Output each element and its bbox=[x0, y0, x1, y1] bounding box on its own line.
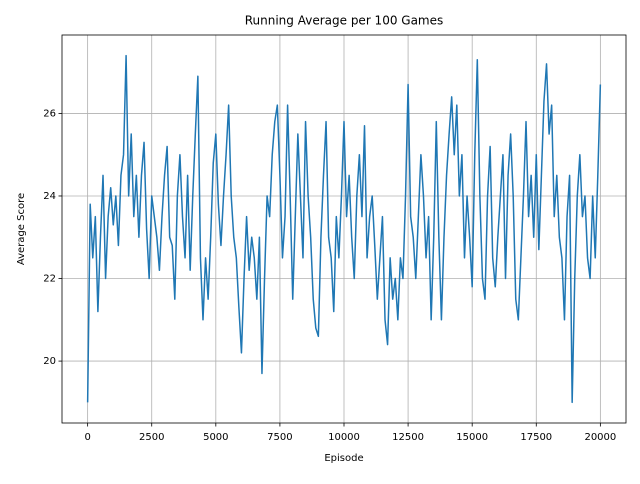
y-axis-label: Average Score bbox=[16, 193, 27, 265]
x-tick-label: 10000 bbox=[328, 432, 360, 443]
y-tick-label: 20 bbox=[43, 356, 56, 367]
x-tick-label: 17500 bbox=[520, 432, 552, 443]
data-line bbox=[86, 54, 602, 404]
x-tick-label: 0 bbox=[84, 432, 90, 443]
x-axis-label: Episode bbox=[324, 453, 363, 464]
x-tick-label: 20000 bbox=[584, 432, 616, 443]
x-tick-label: 5000 bbox=[203, 432, 228, 443]
x-tick-label: 15000 bbox=[456, 432, 488, 443]
y-tick-label: 26 bbox=[43, 108, 56, 119]
plot-frame bbox=[61, 34, 627, 424]
x-tick-label: 2500 bbox=[139, 432, 164, 443]
y-tick-label: 22 bbox=[43, 274, 56, 285]
chart-title: Running Average per 100 Games bbox=[245, 14, 444, 28]
y-tick-label: 24 bbox=[43, 191, 56, 202]
x-tick-label: 12500 bbox=[392, 432, 424, 443]
x-tick-label: 7500 bbox=[267, 432, 292, 443]
